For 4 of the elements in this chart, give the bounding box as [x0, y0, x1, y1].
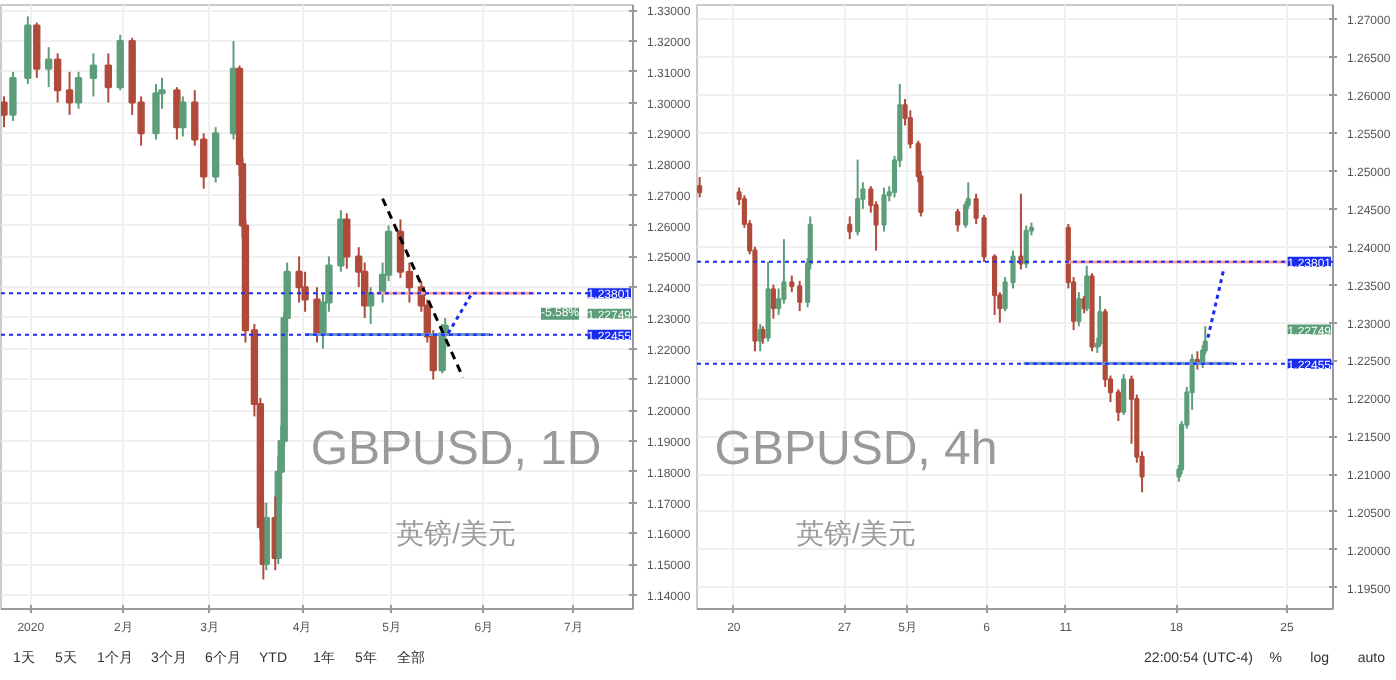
annotation: GBPUSD, 4h	[714, 422, 998, 477]
annotation: GBPUSD, 1D	[310, 422, 602, 477]
annotation: 英镑/美元	[796, 516, 916, 549]
annotation: 英镑/美元	[396, 516, 516, 549]
